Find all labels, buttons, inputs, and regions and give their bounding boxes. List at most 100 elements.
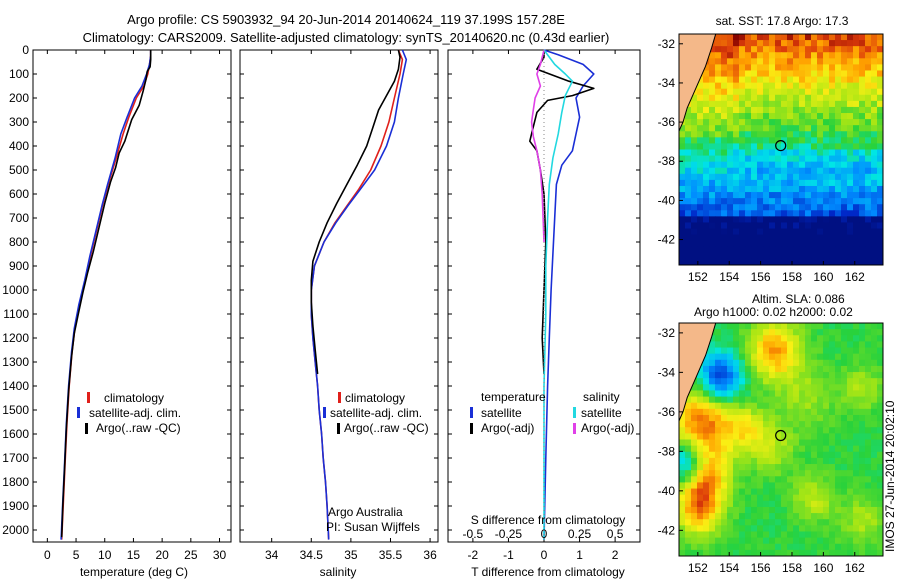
map-cell [859, 82, 866, 90]
map-cell [763, 414, 770, 422]
map-cell [847, 34, 854, 41]
sst-map-frame [678, 33, 884, 266]
map-cell [823, 335, 830, 342]
map-cell [763, 451, 770, 459]
map-cell [769, 70, 776, 78]
map-cell [811, 341, 818, 349]
map-cell [805, 341, 812, 349]
depth-tick-label: 2000 [2, 523, 29, 537]
map-cell [685, 155, 692, 163]
map-cell [757, 198, 764, 205]
map-cell [823, 113, 830, 120]
map-cell [805, 137, 812, 145]
map-cell [709, 537, 716, 545]
map-cell [841, 216, 848, 224]
map-cell [793, 106, 800, 114]
map-cell [751, 365, 758, 373]
map-cell [799, 445, 806, 453]
depth-tick-label: 500 [9, 163, 29, 177]
map-cell [703, 488, 710, 496]
map-cell [697, 113, 704, 120]
map-cell [877, 549, 883, 556]
map-cell [877, 335, 883, 342]
map-cell [715, 222, 722, 230]
map-cell [835, 525, 842, 533]
map-cell [769, 445, 776, 453]
map-cell [709, 445, 716, 453]
map-cell [727, 372, 734, 379]
map-cell [775, 88, 782, 96]
map-cell [859, 204, 866, 211]
x-tick-label: -2 [468, 548, 479, 562]
map-cell [799, 543, 806, 551]
map-cell [877, 34, 883, 41]
map-cell [697, 167, 704, 175]
map-cell [841, 427, 848, 434]
figure-title-line1: Argo profile: CS 5903932_94 20-Jun-2014 … [127, 12, 565, 27]
map-cell [757, 34, 764, 41]
map-cell [823, 476, 830, 484]
map-cell [763, 427, 770, 434]
map-cell [709, 131, 716, 138]
map-cell [871, 106, 878, 114]
map-cell [877, 161, 883, 169]
map-cell [775, 402, 782, 410]
map-cell [751, 445, 758, 453]
map-cell [703, 173, 710, 181]
map-cell [739, 347, 746, 355]
map-cell [811, 143, 818, 151]
map-cell [745, 246, 752, 254]
map-cell [733, 185, 740, 193]
map-cell [811, 125, 818, 132]
map-cell [715, 106, 722, 114]
map-cell [703, 125, 710, 132]
map-cell [847, 155, 854, 163]
map-cell [847, 470, 854, 477]
map-cell [841, 228, 848, 236]
map-cell [745, 323, 752, 330]
map-cell [805, 228, 812, 236]
map-cell [721, 185, 728, 193]
map-cell [811, 531, 818, 539]
map-cell [811, 482, 818, 490]
map-cell [769, 46, 776, 53]
map-cell [841, 113, 848, 120]
map-cell [721, 82, 728, 90]
x-tick-label: -1 [503, 548, 514, 562]
map-cell [877, 94, 883, 102]
map-cell [781, 335, 788, 342]
map-cell [847, 246, 854, 254]
map-cell [853, 234, 860, 242]
map-cell [709, 372, 716, 379]
map-cell [709, 204, 716, 211]
map-cell [871, 40, 878, 47]
map-cell [727, 82, 734, 90]
map-cell [817, 76, 824, 84]
map-cell [871, 341, 878, 349]
map-cell [733, 246, 740, 254]
map-y-tick-label: -36 [658, 115, 676, 129]
map-cell [727, 161, 734, 169]
map-cell [799, 513, 806, 520]
map-cell [685, 210, 692, 217]
map-cell [751, 457, 758, 465]
map-cell [739, 384, 746, 392]
map-cell [841, 470, 848, 477]
map-cell [703, 537, 710, 545]
map-cell [835, 210, 842, 217]
map-cell [823, 470, 830, 477]
map-cell [829, 76, 836, 84]
map-cell [727, 470, 734, 477]
map-cell [877, 40, 883, 47]
map-cell [799, 500, 806, 508]
map-cell [853, 198, 860, 205]
map-cell [823, 525, 830, 533]
map-cell [865, 246, 872, 254]
map-cell [733, 464, 740, 471]
map-cell [817, 234, 824, 242]
map-cell [865, 341, 872, 349]
map-cell [727, 52, 734, 59]
map-cell [853, 252, 860, 260]
map-cell [739, 500, 746, 508]
map-cell [739, 513, 746, 520]
